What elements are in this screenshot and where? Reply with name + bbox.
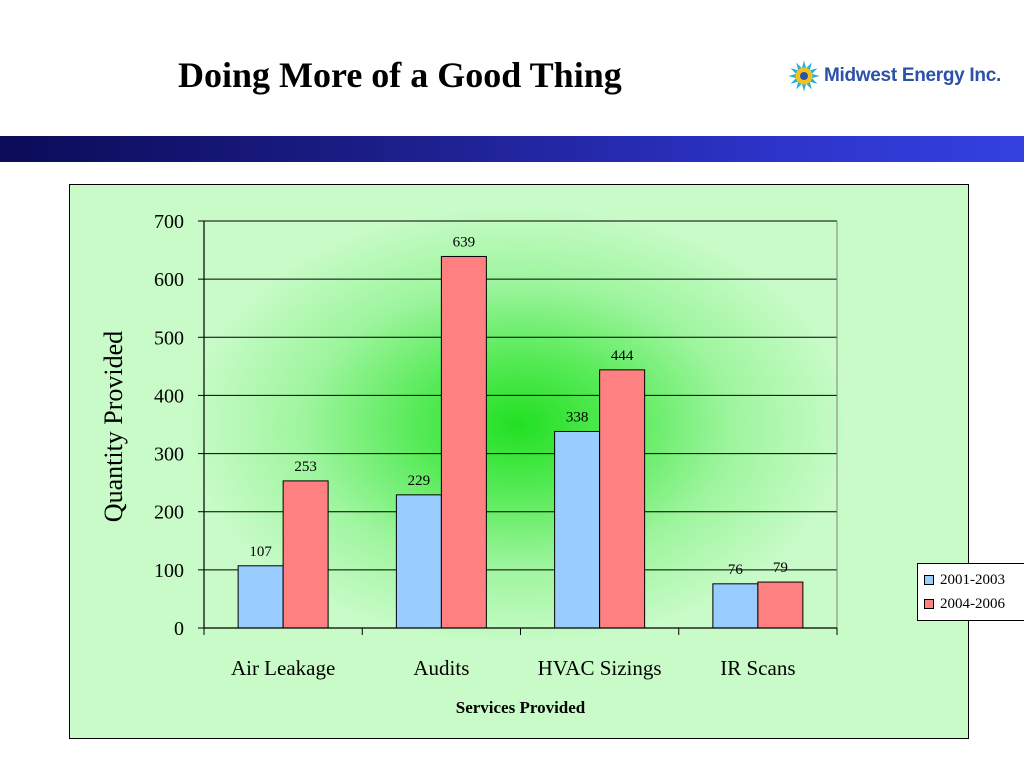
- y-tick-label: 700: [154, 211, 184, 233]
- legend-label-2004-2006: 2004-2006: [940, 595, 1005, 612]
- y-axis-title: Quantity Provided: [99, 331, 128, 522]
- logo-ray: [811, 73, 820, 79]
- x-tick-label: Audits: [413, 656, 469, 680]
- legend-swatch-2004-2006: [924, 599, 934, 609]
- y-tick-label: 400: [154, 385, 184, 407]
- bar-2001-2003: [395, 494, 442, 629]
- chart-frame: 0 100 200 300 400 500 600 700 107 253 Air Leakage 2…: [69, 184, 1024, 739]
- y-tick-label: 500: [154, 327, 184, 349]
- y-tick-label: 100: [154, 560, 184, 582]
- bar-2004-2006: [757, 581, 804, 629]
- bar-chart: 0 100 200 300 400 500 600 700 107 253 Air Leakage 2…: [99, 211, 838, 717]
- logo-ray: [788, 73, 797, 79]
- data-label: 253: [294, 459, 317, 475]
- bar-2004-2006: [440, 255, 487, 629]
- x-tick-label: HVAC Sizings: [538, 656, 662, 680]
- legend-label-2001-2003: 2001-2003: [940, 571, 1005, 588]
- data-label: 229: [408, 473, 431, 489]
- data-label: 639: [453, 234, 476, 250]
- header-band: [0, 136, 1024, 162]
- bar-2001-2003: [554, 430, 601, 629]
- x-tick-label: Air Leakage: [231, 656, 335, 680]
- bar-2001-2003: [237, 565, 284, 629]
- data-label: 76: [728, 562, 744, 578]
- company-logo-text: Midwest Energy Inc.: [824, 65, 1001, 86]
- chart-legend: 2001-2003 2004-2006: [917, 563, 1024, 621]
- logo-ray: [801, 83, 807, 92]
- bar-2004-2006: [282, 480, 329, 629]
- x-tick-label: IR Scans: [720, 656, 795, 680]
- logo-ray: [801, 60, 807, 69]
- data-label: 107: [249, 544, 272, 560]
- company-logo: Midwest Energy Inc.: [788, 60, 1001, 92]
- legend-item-2001-2003: 2001-2003: [924, 568, 1024, 592]
- bar-2001-2003: [712, 583, 759, 629]
- slide-title: Doing More of a Good Thing: [178, 55, 622, 95]
- sunburst-logo-icon: [788, 60, 820, 92]
- data-label: 79: [773, 560, 788, 576]
- data-label: 338: [566, 409, 589, 425]
- bar-2004-2006: [599, 369, 646, 629]
- data-label: 444: [611, 348, 634, 364]
- legend-swatch-2001-2003: [924, 575, 934, 585]
- y-tick-label: 600: [154, 269, 184, 291]
- legend-item-2004-2006: 2004-2006: [924, 592, 1024, 616]
- y-tick-label: 0: [174, 618, 184, 640]
- y-tick-label: 200: [154, 502, 184, 524]
- x-axis-title: Services Provided: [456, 698, 586, 717]
- y-tick-label: 300: [154, 444, 184, 466]
